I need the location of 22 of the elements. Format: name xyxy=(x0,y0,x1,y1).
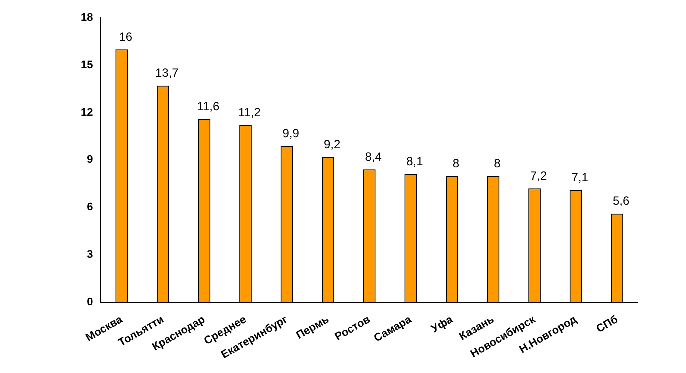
data-label: 7,1 xyxy=(572,170,589,184)
data-label: 9,9 xyxy=(282,126,300,140)
x-tick-label: СПб xyxy=(594,314,621,336)
data-label: 8 xyxy=(494,156,502,170)
x-tick-label: Уфа xyxy=(430,313,456,336)
data-label: 13,7 xyxy=(155,66,180,80)
y-tick-label: 0 xyxy=(87,296,94,308)
y-tick-label: 6 xyxy=(87,202,94,214)
data-label: 5,6 xyxy=(613,194,630,208)
y-tick-label: 15 xyxy=(80,59,94,72)
y-tick-label: 3 xyxy=(87,248,94,261)
data-label: 8,4 xyxy=(365,150,382,164)
data-label: 11,2 xyxy=(238,106,262,120)
data-label: 7,2 xyxy=(530,168,548,183)
data-label: 16 xyxy=(119,30,133,44)
data-label: 8 xyxy=(452,156,460,170)
y-tick-label: 9 xyxy=(87,154,94,166)
data-label: 11,6 xyxy=(197,99,220,114)
y-tick-label: 12 xyxy=(80,106,94,119)
data-label: 8,1 xyxy=(406,154,424,169)
y-tick-label: 18 xyxy=(80,12,94,24)
data-label: 9,2 xyxy=(324,137,341,152)
